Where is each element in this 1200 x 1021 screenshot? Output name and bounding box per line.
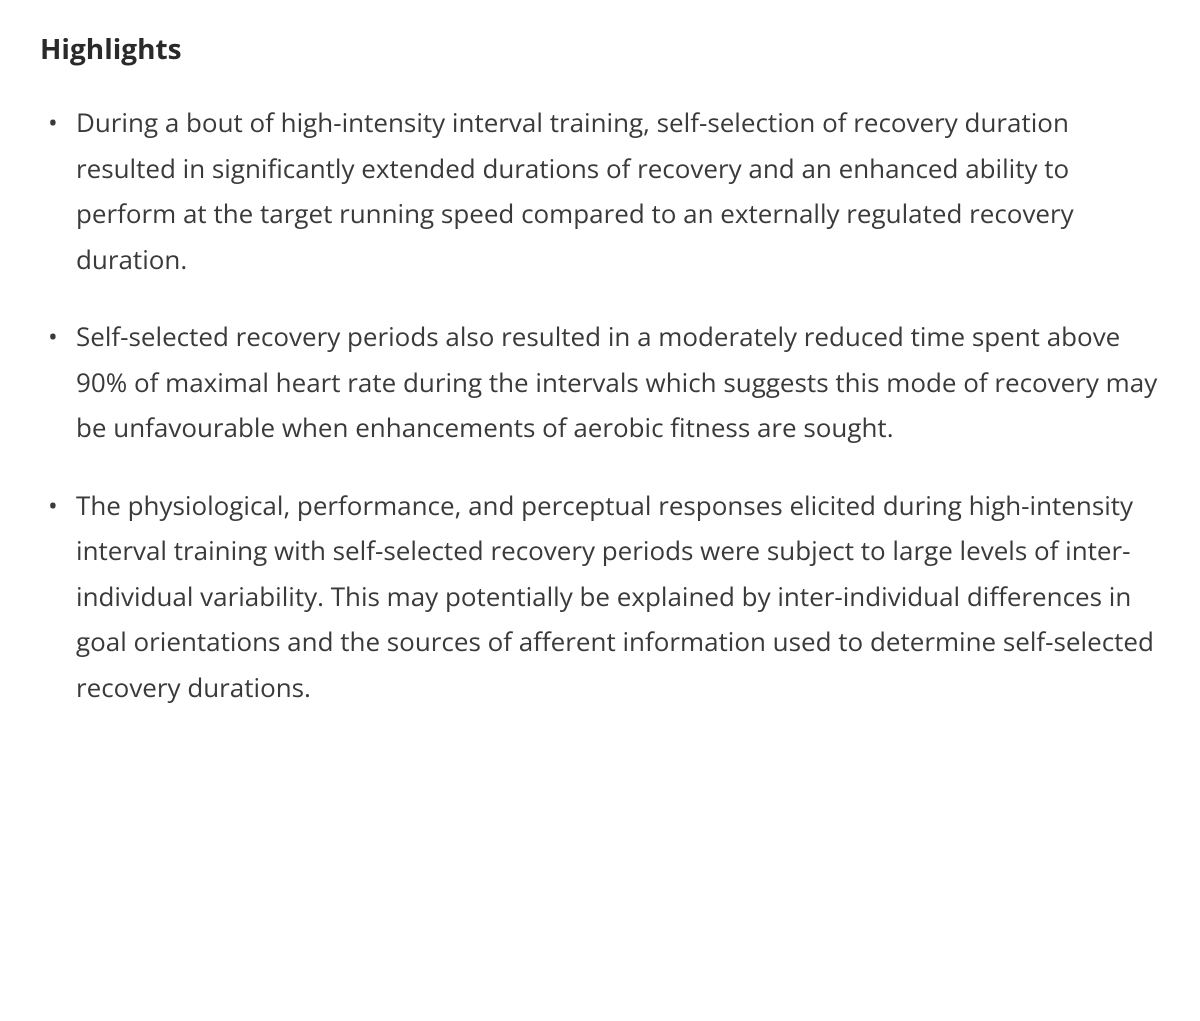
list-item: The physiological, performance, and perc… <box>40 483 1160 711</box>
highlights-list: During a bout of high-intensity interval… <box>40 100 1160 710</box>
list-item: During a bout of high-intensity interval… <box>40 100 1160 282</box>
highlights-heading: Highlights <box>40 30 1160 68</box>
list-item: Self-selected recovery periods also resu… <box>40 314 1160 451</box>
